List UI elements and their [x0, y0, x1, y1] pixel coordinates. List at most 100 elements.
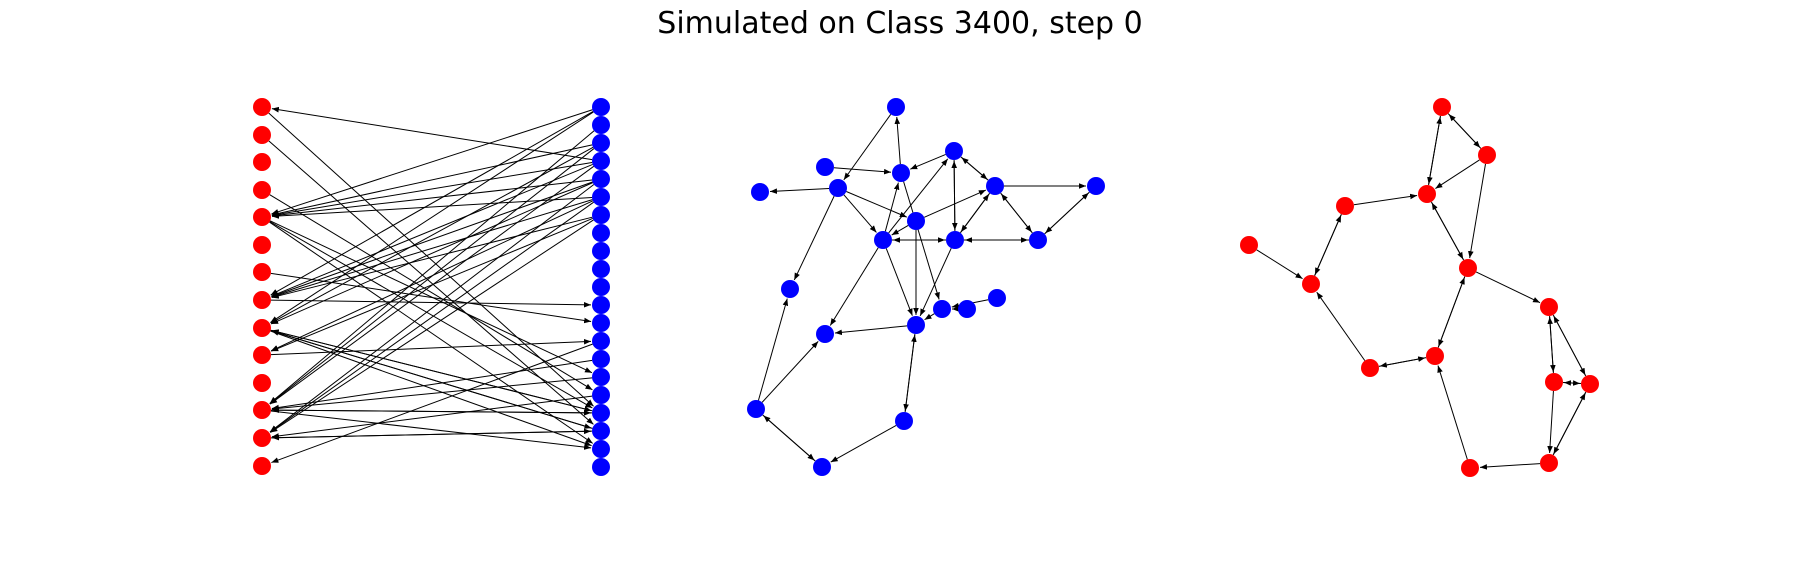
blue-graph-node: [1087, 177, 1105, 195]
bipartite-edge: [270, 219, 594, 433]
bipartite-edge: [271, 343, 593, 464]
red-graph-edge: [1353, 193, 1418, 206]
bipartite-edge: [271, 395, 593, 439]
bipartite-edge: [269, 221, 594, 444]
bipartite-right-node: [592, 278, 610, 296]
blue-graph-edge: [910, 153, 946, 170]
blue-graph-edge: [888, 158, 949, 234]
bipartite-left-node: [253, 346, 271, 364]
bipartite-right-node: [592, 224, 610, 242]
red-graph-node: [1545, 373, 1563, 391]
bipartite-edge: [271, 106, 593, 161]
bipartite-left-node: [253, 153, 271, 171]
edges-layer: [268, 106, 1587, 470]
blue-graph-edge: [891, 225, 909, 236]
red-graph-edge: [1479, 463, 1541, 470]
bipartite-edge: [271, 359, 593, 411]
bipartite-edge: [271, 181, 593, 298]
bipartite-right-node: [592, 458, 610, 476]
red-graph-node: [1336, 197, 1354, 215]
bipartite-edge: [271, 109, 593, 215]
red-graph-node: [1426, 347, 1444, 365]
blue-graph-edge: [843, 194, 877, 233]
blue-graph-edge: [884, 182, 900, 232]
blue-graph-node: [907, 316, 925, 334]
blue-graph-edge: [1044, 191, 1090, 234]
red-graph-edge: [1547, 316, 1554, 374]
bipartite-edge: [270, 409, 592, 416]
bipartite-right-node: [592, 98, 610, 116]
bipartite-edge: [268, 112, 594, 407]
bipartite-right-node: [592, 206, 610, 224]
bipartite-edge: [269, 184, 595, 433]
blue-graph-node: [986, 177, 1004, 195]
blue-graph-node: [907, 212, 925, 230]
bipartite-right-node: [592, 296, 610, 314]
red-graph-edge: [1437, 365, 1468, 460]
blue-graph-node: [1029, 231, 1047, 249]
blue-graph-node: [747, 400, 765, 418]
red-graph-edge: [1553, 315, 1587, 377]
blue-graph-edge: [919, 247, 952, 317]
blue-graph-edge: [894, 116, 901, 165]
bipartite-edge: [270, 111, 594, 296]
bipartite-edge: [270, 410, 592, 450]
blue-graph-edge: [924, 189, 987, 218]
blue-graph-edge: [1000, 193, 1033, 234]
blue-graph-edge: [833, 167, 892, 175]
bipartite-right-node: [592, 314, 610, 332]
blue-graph-node: [829, 179, 847, 197]
bipartite-edge: [269, 165, 595, 405]
bipartite-edge: [270, 428, 592, 439]
red-graph-edge: [1468, 163, 1487, 259]
bipartite-right-node: [592, 188, 610, 206]
red-graph-node: [1240, 236, 1258, 254]
red-graph-edge: [1563, 380, 1582, 386]
bipartite-edge: [271, 144, 593, 217]
bipartite-left-node: [253, 263, 271, 281]
bipartite-edge: [270, 338, 592, 356]
bipartite-edge: [269, 221, 593, 409]
blue-graph-node: [781, 280, 799, 298]
red-graph-edge: [1316, 291, 1366, 361]
bipartite-left-node: [253, 401, 271, 419]
blue-graph-edge: [885, 248, 913, 316]
bipartite-right-node: [592, 260, 610, 278]
blue-graph-edge: [961, 157, 989, 181]
red-graph-edge: [1431, 202, 1465, 261]
red-graph-edge: [1378, 356, 1426, 367]
blue-graph-edge: [846, 191, 907, 218]
bipartite-edge: [270, 330, 592, 429]
bipartite-edge: [270, 272, 592, 324]
red-graph-node: [1459, 259, 1477, 277]
bipartite-right-node: [592, 404, 610, 422]
figure-title: Simulated on Class 3400, step 0: [657, 6, 1143, 41]
bipartite-right-node: [592, 152, 610, 170]
bipartite-left-node: [253, 457, 271, 475]
nodes-layer: [253, 98, 1599, 477]
bipartite-left-node: [253, 429, 271, 447]
red-graph-node: [1361, 359, 1379, 377]
red-graph-edge: [1448, 113, 1482, 149]
blue-graph-edge: [959, 193, 990, 234]
blue-graph-node: [887, 98, 905, 116]
blue-graph-node: [945, 142, 963, 160]
bipartite-edge: [270, 329, 592, 412]
bipartite-left-node: [253, 374, 271, 392]
blue-graph-node: [895, 412, 913, 430]
blue-graph-edge: [769, 187, 830, 194]
bipartite-edge: [271, 161, 593, 217]
red-graph-edge: [1256, 249, 1303, 280]
blue-graph-edge: [834, 325, 908, 336]
bipartite-right-node: [592, 422, 610, 440]
red-graph-edge: [1552, 392, 1586, 456]
blue-graph-node: [751, 183, 769, 201]
bipartite-right-node: [592, 386, 610, 404]
red-graph-node: [1418, 185, 1436, 203]
red-graph-edge: [1475, 271, 1541, 304]
blue-graph-node: [958, 300, 976, 318]
bipartite-right-node: [592, 332, 610, 350]
red-graph-edge: [1428, 116, 1442, 186]
bipartite-edge: [271, 163, 593, 297]
bipartite-edge: [271, 377, 593, 412]
